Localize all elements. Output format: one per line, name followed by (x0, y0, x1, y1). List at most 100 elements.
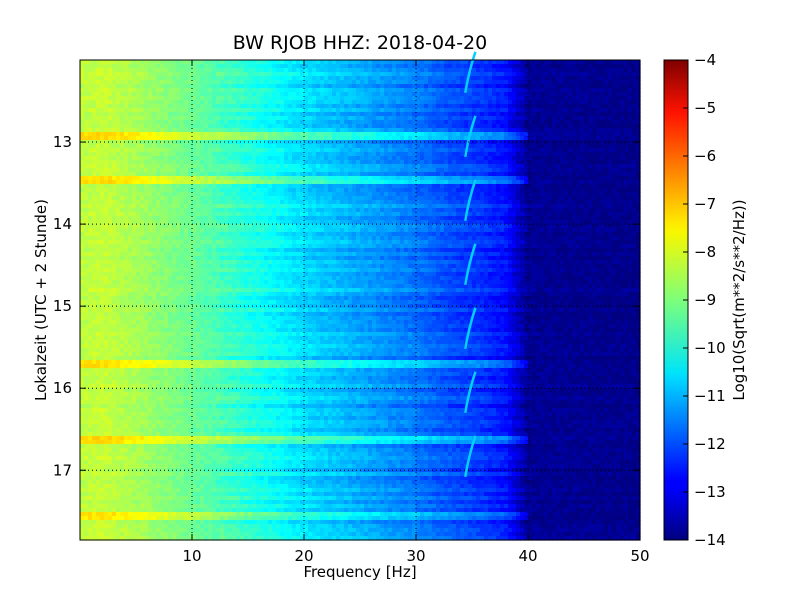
heatmap-cell (272, 172, 277, 177)
heatmap-cell (336, 144, 341, 149)
heatmap-cell (500, 116, 505, 121)
heatmap-cell (80, 120, 85, 125)
heatmap-cell (284, 148, 289, 153)
heatmap-cell (412, 76, 417, 81)
heatmap-cell (568, 148, 573, 153)
heatmap-cell (256, 64, 261, 69)
heatmap-cell (116, 144, 121, 149)
heatmap-cell (160, 92, 165, 97)
heatmap-cell (84, 200, 89, 205)
heatmap-cell (296, 116, 301, 121)
heatmap-cell (500, 108, 505, 113)
heatmap-cell (396, 184, 401, 189)
heatmap-cell (448, 144, 453, 149)
heatmap-cell (100, 76, 105, 81)
heatmap-cell (576, 64, 581, 69)
heatmap-cell (552, 68, 557, 73)
heatmap-cell (488, 80, 493, 85)
heatmap-cell (536, 196, 541, 201)
heatmap-cell (148, 96, 153, 101)
heatmap-cell (524, 156, 529, 161)
heatmap-cell (524, 172, 529, 177)
heatmap-cell (364, 80, 369, 85)
heatmap-cell (336, 184, 341, 189)
heatmap-cell (148, 64, 153, 69)
heatmap-cell (336, 200, 341, 205)
heatmap-cell (148, 164, 153, 169)
heatmap-cell (260, 80, 265, 85)
heatmap-cell (460, 68, 465, 73)
heatmap-cell (364, 96, 369, 101)
heatmap-cell (252, 72, 257, 77)
heatmap-cell (436, 160, 441, 165)
heatmap-cell (228, 100, 233, 105)
heatmap-cell (608, 140, 613, 145)
heatmap-cell (80, 92, 85, 97)
heatmap-cell (352, 200, 357, 205)
heatmap-cell (544, 148, 549, 153)
heatmap-cell (120, 144, 125, 149)
heatmap-cell (260, 144, 265, 149)
heatmap-cell (440, 116, 445, 121)
heatmap-cell (284, 160, 289, 165)
heatmap-cell (564, 128, 569, 133)
heatmap-cell (464, 136, 469, 141)
heatmap-cell (224, 96, 229, 101)
heatmap-cell (296, 88, 301, 93)
heatmap-cell (308, 160, 313, 165)
heatmap-cell (456, 140, 461, 145)
heatmap-cell (104, 176, 109, 181)
heatmap-cell (248, 180, 253, 185)
heatmap-cell (452, 184, 457, 189)
heatmap-cell (176, 120, 181, 125)
heatmap-cell (588, 148, 593, 153)
heatmap-cell (276, 80, 281, 85)
heatmap-cell (404, 160, 409, 165)
heatmap-cell (260, 168, 265, 173)
heatmap-cell (104, 60, 109, 65)
heatmap-cell (580, 100, 585, 105)
heatmap-cell (196, 140, 201, 145)
heatmap-cell (252, 176, 257, 181)
heatmap-cell (188, 112, 193, 117)
heatmap-cell (624, 136, 629, 141)
heatmap-cell (376, 156, 381, 161)
heatmap-cell (276, 84, 281, 89)
heatmap-cell (444, 136, 449, 141)
heatmap-cell (84, 64, 89, 69)
heatmap-cell (624, 72, 629, 77)
heatmap-cell (92, 168, 97, 173)
heatmap-cell (160, 192, 165, 197)
heatmap-cell (296, 68, 301, 73)
heatmap-cell (112, 124, 117, 129)
heatmap-cell (616, 84, 621, 89)
heatmap-cell (620, 80, 625, 85)
heatmap-cell (148, 88, 153, 93)
heatmap-cell (436, 172, 441, 177)
heatmap-cell (504, 72, 509, 77)
heatmap-cell (304, 116, 309, 121)
heatmap-cell (352, 152, 357, 157)
heatmap-cell (248, 84, 253, 89)
heatmap-cell (448, 88, 453, 93)
heatmap-cell (476, 152, 481, 157)
heatmap-cell (88, 112, 93, 117)
heatmap-cell (308, 96, 313, 101)
heatmap-cell (608, 176, 613, 181)
heatmap-cell (524, 164, 529, 169)
heatmap-cell (404, 108, 409, 113)
heatmap-cell (508, 100, 513, 105)
heatmap-cell (448, 180, 453, 185)
heatmap-cell (100, 168, 105, 173)
heatmap-cell (168, 84, 173, 89)
heatmap-cell (256, 60, 261, 65)
heatmap-cell (624, 148, 629, 153)
heatmap-cell (280, 156, 285, 161)
heatmap-cell (176, 128, 181, 133)
heatmap-cell (528, 108, 533, 113)
heatmap-cell (300, 176, 305, 181)
heatmap-cell (488, 168, 493, 173)
heatmap-cell (320, 64, 325, 69)
heatmap-cell (144, 80, 149, 85)
heatmap-cell (588, 128, 593, 133)
